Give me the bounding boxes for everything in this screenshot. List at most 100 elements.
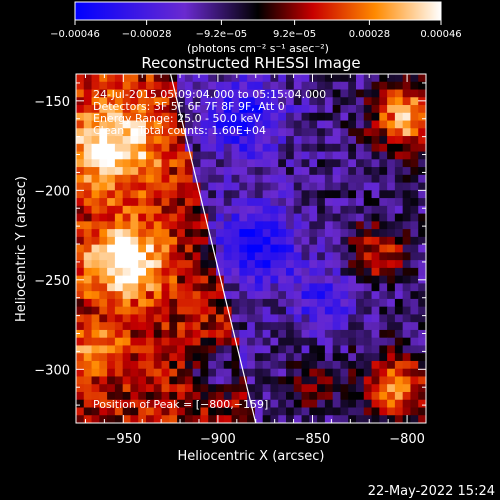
heatmap-cell	[83, 368, 93, 378]
heatmap-cell	[356, 329, 365, 339]
heatmap-cell	[208, 136, 217, 145]
heatmap-cell	[83, 74, 93, 83]
heatmap-cell	[309, 376, 318, 385]
heatmap-cell	[177, 236, 186, 246]
heatmap-cell	[286, 314, 295, 323]
heatmap-cell	[223, 415, 233, 423]
heatmap-cell	[169, 260, 178, 269]
heatmap-cell	[363, 329, 373, 339]
heatmap-cell	[293, 298, 303, 308]
heatmap-cell	[122, 213, 132, 222]
heatmap-cell	[371, 298, 380, 308]
heatmap-cell	[270, 267, 279, 277]
heatmap-cell	[83, 345, 93, 354]
heatmap-cell	[262, 89, 272, 98]
heatmap-cell	[286, 275, 295, 284]
heatmap-cell	[262, 120, 272, 129]
heatmap-cell	[317, 81, 326, 91]
heatmap-cell	[161, 128, 170, 137]
heatmap-cell	[192, 213, 202, 222]
heatmap-cell	[200, 291, 209, 300]
heatmap-cell	[130, 190, 139, 199]
heatmap-cell	[247, 267, 256, 277]
heatmap-cell	[247, 244, 256, 253]
heatmap-cell	[161, 267, 170, 277]
heatmap-cell	[223, 136, 233, 145]
heatmap-cell	[130, 143, 139, 153]
heatmap-cell	[138, 128, 147, 137]
heatmap-cell	[184, 306, 194, 316]
heatmap-cell	[216, 221, 225, 230]
heatmap-cell	[247, 306, 256, 316]
heatmap-cell	[309, 291, 318, 300]
heatmap-cell	[410, 322, 419, 331]
heatmap-cell	[91, 322, 100, 331]
heatmap-cell	[332, 229, 342, 238]
heatmap-cell	[231, 112, 240, 122]
heatmap-cell	[184, 213, 194, 222]
heatmap-cell	[184, 267, 194, 277]
heatmap-cell	[332, 105, 342, 114]
heatmap-cell	[332, 167, 342, 176]
heatmap-cell	[402, 291, 412, 300]
heatmap-cell	[107, 159, 116, 168]
heatmap-cell	[402, 314, 412, 323]
heatmap-cell	[356, 105, 365, 114]
heatmap-cell	[363, 190, 373, 199]
heatmap-cell	[387, 182, 396, 191]
heatmap-cell	[402, 236, 412, 246]
heatmap-cell	[239, 291, 248, 300]
heatmap-cell	[278, 136, 287, 145]
heatmap-cell	[208, 81, 217, 91]
heatmap-cell	[286, 174, 295, 184]
heatmap-cell	[76, 252, 85, 261]
heatmap-cell	[138, 306, 147, 316]
heatmap-cell	[387, 275, 396, 284]
heatmap-cell	[254, 407, 264, 416]
heatmap-cell	[107, 105, 116, 114]
heatmap-cell	[247, 329, 256, 339]
heatmap-cell	[184, 391, 194, 401]
heatmap-cell	[363, 360, 373, 370]
heatmap-cell	[76, 190, 85, 199]
heatmap-cell	[91, 143, 100, 153]
heatmap-cell	[402, 205, 412, 215]
heatmap-cell	[99, 415, 108, 423]
heatmap-cell	[247, 322, 256, 331]
heatmap-cell	[200, 337, 209, 347]
heatmap-cell	[278, 112, 287, 122]
heatmap-cell	[278, 298, 287, 308]
heatmap-cell	[184, 198, 194, 207]
heatmap-cell	[99, 391, 108, 401]
heatmap-cell	[83, 105, 93, 114]
heatmap-cell	[223, 198, 233, 207]
heatmap-cell	[114, 97, 124, 106]
heatmap-cell	[122, 112, 132, 122]
heatmap-cell	[379, 236, 388, 246]
heatmap-cell	[107, 260, 116, 269]
heatmap-cell	[286, 260, 295, 269]
heatmap-cell	[99, 275, 108, 284]
heatmap-cell	[83, 112, 93, 122]
heatmap-cell	[216, 291, 225, 300]
heatmap-cell	[379, 298, 388, 308]
heatmap-cell	[99, 337, 108, 347]
heatmap-cell	[130, 244, 139, 253]
heatmap-cell	[394, 128, 404, 137]
heatmap-cell	[324, 159, 334, 168]
heatmap-cell	[91, 399, 100, 409]
heatmap-cell	[418, 345, 426, 354]
heatmap-cell	[410, 345, 419, 354]
heatmap-cell	[99, 360, 108, 370]
heatmap-cell	[169, 384, 178, 393]
heatmap-cell	[83, 353, 93, 362]
heatmap-cell	[317, 360, 326, 370]
heatmap-cell	[324, 167, 334, 176]
heatmap-cell	[356, 97, 365, 106]
heatmap-cell	[76, 128, 85, 137]
heatmap-cell	[99, 213, 108, 222]
heatmap-cell	[161, 89, 170, 98]
heatmap-cell	[239, 182, 248, 191]
heatmap-cell	[387, 221, 396, 230]
heatmap-cell	[254, 376, 264, 385]
